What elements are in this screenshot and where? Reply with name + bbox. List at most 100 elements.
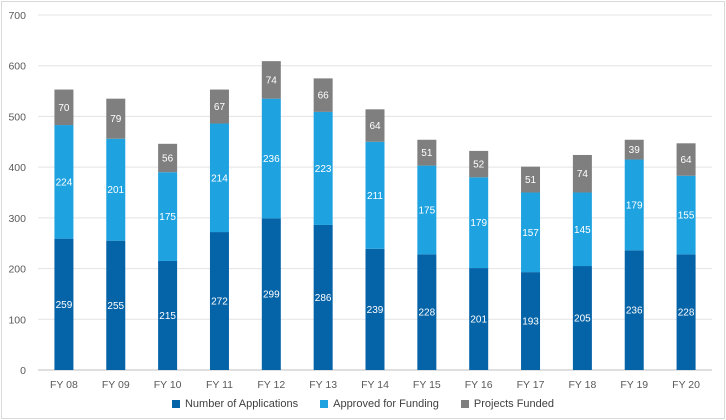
bar-segment (521, 166, 541, 193)
bar-segment (158, 143, 178, 173)
x-tick-label: FY 12 (257, 379, 285, 391)
data-label: 175 (159, 212, 176, 223)
data-label: 67 (214, 102, 226, 113)
y-tick-label: 0 (20, 365, 26, 377)
bar-segment (158, 172, 178, 261)
bar-segment (209, 232, 229, 370)
bar-segment (106, 240, 126, 370)
data-label: 70 (58, 103, 70, 114)
bar-segment (313, 111, 333, 225)
bar-segment (572, 266, 592, 370)
bar-segment (676, 143, 696, 176)
bar-segment (624, 139, 644, 160)
y-tick-label: 300 (8, 213, 26, 225)
data-label: 52 (473, 160, 485, 171)
y-tick-label: 100 (8, 314, 26, 326)
bar-segment (106, 98, 126, 139)
legend-label-applications: Number of Applications (184, 398, 299, 410)
x-tick-label: FY 17 (517, 379, 545, 391)
data-label: 223 (315, 164, 332, 175)
bar-segment (261, 98, 281, 219)
x-tick-label: FY 10 (154, 379, 182, 391)
data-label: 39 (629, 145, 641, 156)
bar-segment (54, 238, 74, 370)
data-label: 272 (211, 297, 228, 308)
data-label: 56 (162, 154, 174, 165)
legend-swatch-approved (320, 400, 329, 408)
data-label: 214 (211, 173, 228, 184)
data-label: 259 (56, 300, 73, 311)
data-label: 179 (626, 200, 643, 211)
bar-segment (106, 138, 126, 241)
data-label: 215 (159, 311, 176, 322)
data-label: 74 (577, 169, 589, 180)
data-label: 239 (367, 305, 384, 316)
legend-swatch-funded (460, 400, 469, 408)
x-tick-label: FY 20 (672, 379, 700, 391)
bar-segment (209, 89, 229, 124)
bar-segment (572, 154, 592, 193)
data-label: 255 (107, 301, 124, 312)
data-label: 228 (419, 308, 436, 319)
bar-segment (417, 165, 437, 255)
bar-segment (521, 272, 541, 370)
y-tick-label: 700 (8, 10, 26, 22)
legend-item-approved: Approved for Funding (320, 398, 439, 410)
data-label: 224 (56, 177, 73, 188)
data-label: 299 (263, 290, 280, 301)
data-label: 205 (574, 314, 591, 325)
x-tick-label: FY 18 (568, 379, 596, 391)
bar-segment (313, 224, 333, 370)
bar-segment (261, 218, 281, 370)
data-label: 211 (367, 191, 383, 202)
data-label: 201 (107, 185, 124, 196)
bar-segment (676, 254, 696, 370)
data-label: 179 (470, 218, 487, 229)
legend-item-funded: Projects Funded (460, 398, 555, 410)
bar-segment (469, 268, 489, 370)
y-tick-label: 400 (8, 162, 26, 174)
legend-item-applications: Number of Applications (171, 398, 299, 410)
bar-segment (365, 248, 385, 370)
bar-segment (676, 175, 696, 255)
data-label: 79 (110, 114, 122, 125)
bar-segment (624, 250, 644, 370)
legend-label-approved: Approved for Funding (333, 398, 439, 410)
bar-segment (521, 192, 541, 273)
bar-segment (417, 139, 437, 166)
x-tick-label: FY 16 (465, 379, 493, 391)
bar-segment (158, 260, 178, 370)
legend-swatch-applications (171, 400, 180, 408)
bar-segment (417, 254, 437, 370)
x-tick-label: FY 15 (413, 379, 441, 391)
bar-segment (313, 78, 333, 112)
x-tick-label: FY 13 (309, 379, 337, 391)
bar-segment (209, 123, 229, 233)
x-tick-label: FY 11 (206, 379, 233, 391)
y-tick-label: 600 (8, 61, 26, 73)
bar-segment (54, 89, 74, 126)
x-tick-label: FY 09 (102, 379, 130, 391)
bar-segment (365, 141, 385, 249)
data-label: 286 (315, 293, 332, 304)
data-label: 175 (419, 205, 436, 216)
x-tick-label: FY 14 (361, 379, 389, 391)
data-label: 193 (522, 317, 539, 328)
bar-segment (572, 192, 592, 267)
data-label: 228 (678, 308, 695, 319)
bar-segment (54, 125, 74, 239)
data-label: 64 (369, 121, 381, 132)
x-tick-label: FY 08 (50, 379, 78, 391)
legend-label-funded: Projects Funded (473, 398, 555, 410)
data-label: 51 (421, 148, 433, 159)
data-label: 236 (263, 154, 280, 165)
bar-segment (624, 159, 644, 251)
data-label: 145 (574, 225, 591, 236)
bar-segment (365, 109, 385, 142)
data-label: 64 (681, 155, 693, 166)
data-label: 66 (318, 91, 330, 102)
x-tick-label: FY 19 (620, 379, 648, 391)
data-label: 74 (266, 75, 278, 86)
data-label: 236 (626, 306, 643, 317)
